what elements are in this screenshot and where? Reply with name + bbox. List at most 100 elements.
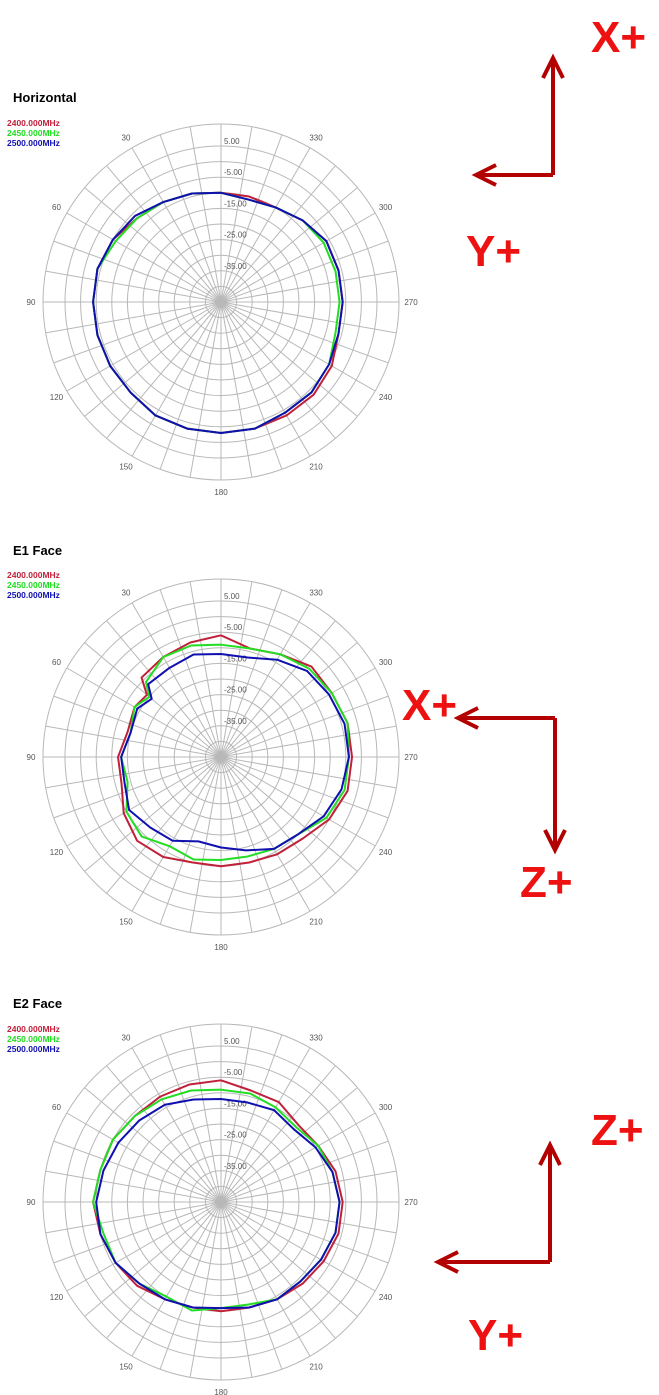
radial-tick-label: -15.00 xyxy=(224,654,247,663)
grid-spoke xyxy=(220,1170,397,1203)
arrow-head xyxy=(433,1250,459,1274)
legend-entry-2500: 2500.000MHz xyxy=(7,590,60,600)
angle-tick-label: 330 xyxy=(309,1033,323,1042)
grid-spoke xyxy=(53,1140,222,1203)
grid-spoke xyxy=(220,620,336,758)
grid-spoke xyxy=(45,725,222,758)
grid-spoke xyxy=(53,1201,222,1264)
angle-tick-label: 30 xyxy=(122,1033,131,1042)
grid-spoke xyxy=(53,301,222,364)
radial-tick-label: -25.00 xyxy=(224,1131,247,1140)
angle-tick-label: 150 xyxy=(119,1363,133,1372)
angle-tick-label: 240 xyxy=(379,1293,393,1302)
angle-tick-label: 210 xyxy=(309,1363,323,1372)
arrow-head xyxy=(541,53,565,79)
grid-spoke xyxy=(220,301,376,392)
angle-tick-label: 120 xyxy=(50,393,64,402)
grid-spoke xyxy=(220,212,376,303)
radial-tick-label: -25.00 xyxy=(224,231,247,240)
axis-label-y: Y+ xyxy=(466,227,521,276)
grid-spoke xyxy=(106,1201,222,1339)
angle-tick-label: 270 xyxy=(404,753,418,762)
grid-spoke xyxy=(66,212,222,303)
grid-spoke xyxy=(84,756,222,872)
grid-spoke xyxy=(220,301,397,334)
polar-chart: 5.00 -5.00 -15.00 -25.00 -35.00 30 60 90 120 150 1… xyxy=(27,578,418,952)
chart-title: Horizontal xyxy=(13,90,77,105)
radial-tick-label: -35.00 xyxy=(224,262,247,271)
arrow-head xyxy=(453,706,479,730)
grid-spoke xyxy=(220,301,253,478)
legend-entry-2500: 2500.000MHz xyxy=(7,138,60,148)
series-line xyxy=(120,653,350,852)
grid-spoke xyxy=(220,165,336,303)
grid-spoke xyxy=(220,1112,376,1203)
axis-label-z: Z+ xyxy=(520,858,573,907)
series-line xyxy=(92,191,344,435)
grid-spoke xyxy=(220,1201,253,1378)
radial-tick-label: 5.00 xyxy=(224,137,240,146)
legend-entry-2450: 2450.000MHz xyxy=(7,1034,60,1044)
grid-spoke xyxy=(131,301,222,457)
grid-spoke xyxy=(45,1201,222,1234)
angle-tick-label: 180 xyxy=(214,943,228,952)
grid-spoke xyxy=(106,301,222,439)
grid-spoke xyxy=(159,301,222,470)
grid-spoke xyxy=(220,240,389,303)
legend-entry-2400: 2400.000MHz xyxy=(7,1024,60,1034)
grid-spoke xyxy=(159,1034,222,1203)
angle-tick-label: 330 xyxy=(309,588,323,597)
angle-tick-label: 210 xyxy=(309,918,323,927)
axis-label-x: X+ xyxy=(591,13,646,62)
grid-spoke xyxy=(220,581,253,758)
grid-spoke xyxy=(189,1201,222,1378)
angle-tick-label: 330 xyxy=(309,133,323,142)
chart-title: E1 Face xyxy=(13,543,63,558)
angle-tick-label: 120 xyxy=(50,1293,64,1302)
angle-tick-label: 120 xyxy=(50,848,64,857)
polar-chart: 5.00 -5.00 -15.00 -25.00 -35.00 30 60 90 120 150 1… xyxy=(27,1023,418,1395)
grid-spoke xyxy=(220,695,389,758)
grid-spoke xyxy=(159,589,222,758)
grid-spoke xyxy=(189,301,222,478)
grid-spoke xyxy=(220,756,336,894)
grid-spoke xyxy=(159,134,222,303)
grid-spoke xyxy=(220,589,283,758)
grid-spoke xyxy=(45,301,222,334)
radial-tick-label: -25.00 xyxy=(224,686,247,695)
grid-spoke xyxy=(189,756,222,933)
grid-spoke xyxy=(220,1087,358,1203)
grid-spoke xyxy=(45,270,222,303)
grid-spoke xyxy=(220,756,376,847)
grid-spoke xyxy=(220,667,376,758)
legend-entry-2400: 2400.000MHz xyxy=(7,570,60,580)
radial-tick-label: 5.00 xyxy=(224,1037,240,1046)
grid-spoke xyxy=(220,301,389,364)
angle-tick-label: 30 xyxy=(122,133,131,142)
angle-tick-label: 180 xyxy=(214,1388,228,1395)
grid-spoke xyxy=(53,756,222,819)
grid-spoke xyxy=(220,301,336,439)
series-line xyxy=(95,1098,341,1310)
radial-tick-label: -5.00 xyxy=(224,168,243,177)
angle-tick-label: 90 xyxy=(27,1198,36,1207)
angle-tick-label: 90 xyxy=(27,753,36,762)
legend: 2400.000MHz 2450.000MHz 2500.000MHz xyxy=(7,570,60,600)
grid-spoke xyxy=(220,270,397,303)
polar-panel-e1-face: E1 Face 2400.000MHz 2450.000MHz 2500.000… xyxy=(0,455,659,952)
axis-label-y: Y+ xyxy=(468,1311,523,1360)
angle-tick-label: 60 xyxy=(52,1103,61,1112)
polar-panel-horizontal: Horizontal 2400.000MHz 2450.000MHz 2500.… xyxy=(0,0,659,497)
grid-spoke xyxy=(189,126,222,303)
grid-spoke xyxy=(220,134,283,303)
grid-spoke xyxy=(84,187,222,303)
grid-spoke xyxy=(53,240,222,303)
grid-spoke xyxy=(220,1065,336,1203)
grid-spoke xyxy=(66,1112,222,1203)
grid-spoke xyxy=(220,1201,311,1357)
grid-spoke xyxy=(106,165,222,303)
grid-spoke xyxy=(220,1026,253,1203)
angle-tick-label: 90 xyxy=(27,298,36,307)
grid-spoke xyxy=(84,1087,222,1203)
grid-spoke xyxy=(106,756,222,894)
